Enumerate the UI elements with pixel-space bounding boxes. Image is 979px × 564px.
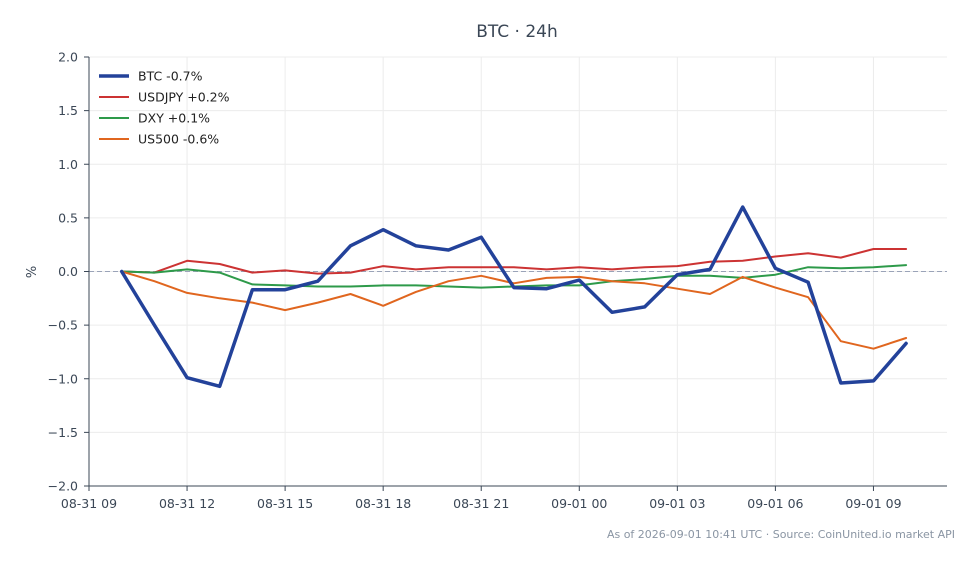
chart-title: BTC · 24h: [476, 22, 558, 42]
y-tick-label: 0.5: [58, 210, 78, 225]
y-tick-label: −1.0: [48, 371, 78, 386]
series-lines: [119, 205, 908, 389]
y-tick-label: 1.5: [58, 103, 78, 118]
legend-entry: DXY +0.1%: [138, 111, 210, 126]
series-line-usdjpy: [120, 248, 908, 275]
y-axis-ticks: 2.0 1.5 1.0 0.5 0.0 −0.5 −1.0 −1.5 −2.0: [48, 50, 89, 494]
footer-source: As of 2026-09-01 10:41 UTC · Source: Coi…: [607, 528, 955, 541]
series-line-us500: [120, 270, 908, 350]
x-tick-label: 08-31 12: [159, 496, 215, 511]
y-tick-label: −0.5: [48, 318, 78, 333]
x-tick-label: 09-01 03: [649, 496, 705, 511]
y-tick-label: 0.0: [58, 264, 78, 279]
legend-entry: BTC -0.7%: [138, 69, 203, 84]
x-tick-label: 09-01 00: [551, 496, 607, 511]
y-tick-label: −1.5: [48, 425, 78, 440]
y-axis-label: %: [25, 266, 40, 278]
x-tick-label: 09-01 06: [747, 496, 803, 511]
y-tick-label: 1.0: [58, 157, 78, 172]
x-tick-label: 09-01 09: [845, 496, 901, 511]
y-tick-label: 2.0: [58, 50, 78, 65]
series-line-btc: [119, 205, 908, 389]
legend-entry: USDJPY +0.2%: [138, 90, 230, 105]
x-tick-label: 08-31 21: [453, 496, 509, 511]
y-tick-label: −2.0: [48, 479, 78, 494]
x-tick-label: 08-31 15: [257, 496, 313, 511]
x-axis-ticks: 08-31 09 08-31 12 08-31 15 08-31 18 08-31 21…: [61, 486, 902, 511]
x-tick-label: 08-31 09: [61, 496, 117, 511]
x-tick-label: 08-31 18: [355, 496, 411, 511]
legend: BTC -0.7% USDJPY +0.2% DXY +0.1% US500 -0.6…: [99, 69, 230, 147]
legend-entry: US500 -0.6%: [138, 132, 219, 147]
